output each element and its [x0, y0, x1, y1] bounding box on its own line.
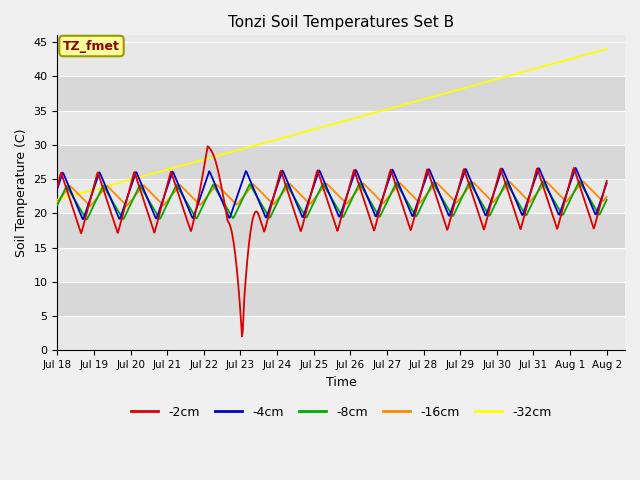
Bar [58, 316, 625, 350]
Bar [58, 42, 625, 76]
Title: Tonzi Soil Temperatures Set B: Tonzi Soil Temperatures Set B [228, 15, 454, 30]
Bar [58, 76, 625, 111]
Bar [58, 282, 625, 316]
Bar [58, 214, 625, 248]
Bar [58, 248, 625, 282]
Legend: -2cm, -4cm, -8cm, -16cm, -32cm: -2cm, -4cm, -8cm, -16cm, -32cm [126, 401, 557, 424]
X-axis label: Time: Time [326, 376, 356, 389]
Bar [58, 179, 625, 214]
Bar [58, 145, 625, 179]
Y-axis label: Soil Temperature (C): Soil Temperature (C) [15, 129, 28, 257]
Text: TZ_fmet: TZ_fmet [63, 39, 120, 52]
Bar [58, 111, 625, 145]
